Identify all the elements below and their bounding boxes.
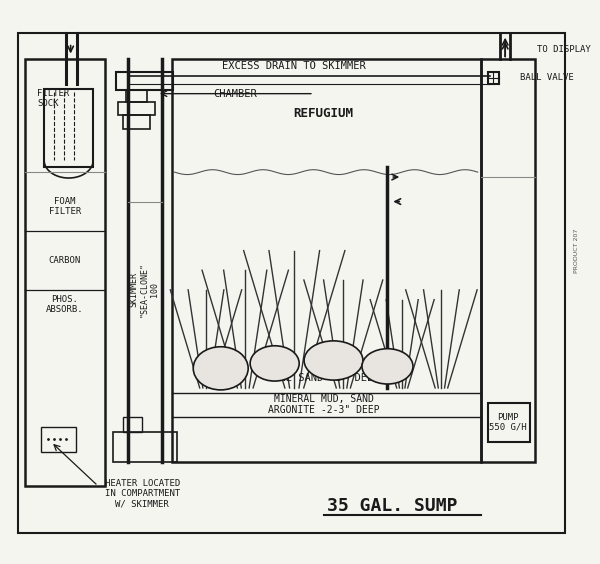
Bar (113, 432, 176, 461)
Text: SKIMMER
"SEA-CLONE"
100: SKIMMER "SEA-CLONE" 100 (129, 262, 159, 318)
Bar (41, 427, 76, 452)
Bar (122, 115, 150, 129)
Ellipse shape (250, 346, 299, 381)
Text: TO DISPLAY: TO DISPLAY (536, 45, 590, 54)
Bar (488, 403, 530, 442)
Text: MINERAL MUD, SAND
ARGONITE -2-3" DEEP: MINERAL MUD, SAND ARGONITE -2-3" DEEP (268, 394, 380, 416)
Text: FILTER
SOCK: FILTER SOCK (37, 89, 70, 108)
Text: FOAM
FILTER: FOAM FILTER (49, 197, 81, 216)
Bar (122, 417, 142, 432)
Text: BALL VALVE: BALL VALVE (520, 73, 574, 82)
Text: CHAMBER: CHAMBER (214, 89, 257, 99)
Bar (488, 72, 499, 84)
Text: PHOS.
ABSORB.: PHOS. ABSORB. (46, 295, 83, 314)
Bar (118, 102, 155, 115)
Ellipse shape (362, 349, 413, 384)
Text: 35 GAL. SUMP: 35 GAL. SUMP (327, 497, 458, 515)
Bar (172, 59, 481, 461)
Bar (125, 90, 147, 102)
Text: CARBON: CARBON (49, 256, 81, 265)
Text: EXCESS DRAIN TO SKIMMER: EXCESS DRAIN TO SKIMMER (223, 61, 366, 71)
Text: HEATER LOCATED
IN COMPARTMENT
W/ SKIMMER: HEATER LOCATED IN COMPARTMENT W/ SKIMMER (104, 479, 180, 509)
Bar (25, 59, 105, 486)
Text: PUMP
550 G/H: PUMP 550 G/H (490, 413, 527, 432)
Text: FINE SAND  3" DEEP: FINE SAND 3" DEEP (268, 373, 380, 383)
Ellipse shape (304, 341, 363, 380)
Bar (116, 72, 173, 90)
Text: REFUGIUM: REFUGIUM (294, 107, 354, 120)
Bar (481, 59, 535, 461)
Bar (44, 89, 93, 168)
Ellipse shape (193, 347, 248, 390)
Text: PRODUCT 207: PRODUCT 207 (574, 228, 579, 273)
